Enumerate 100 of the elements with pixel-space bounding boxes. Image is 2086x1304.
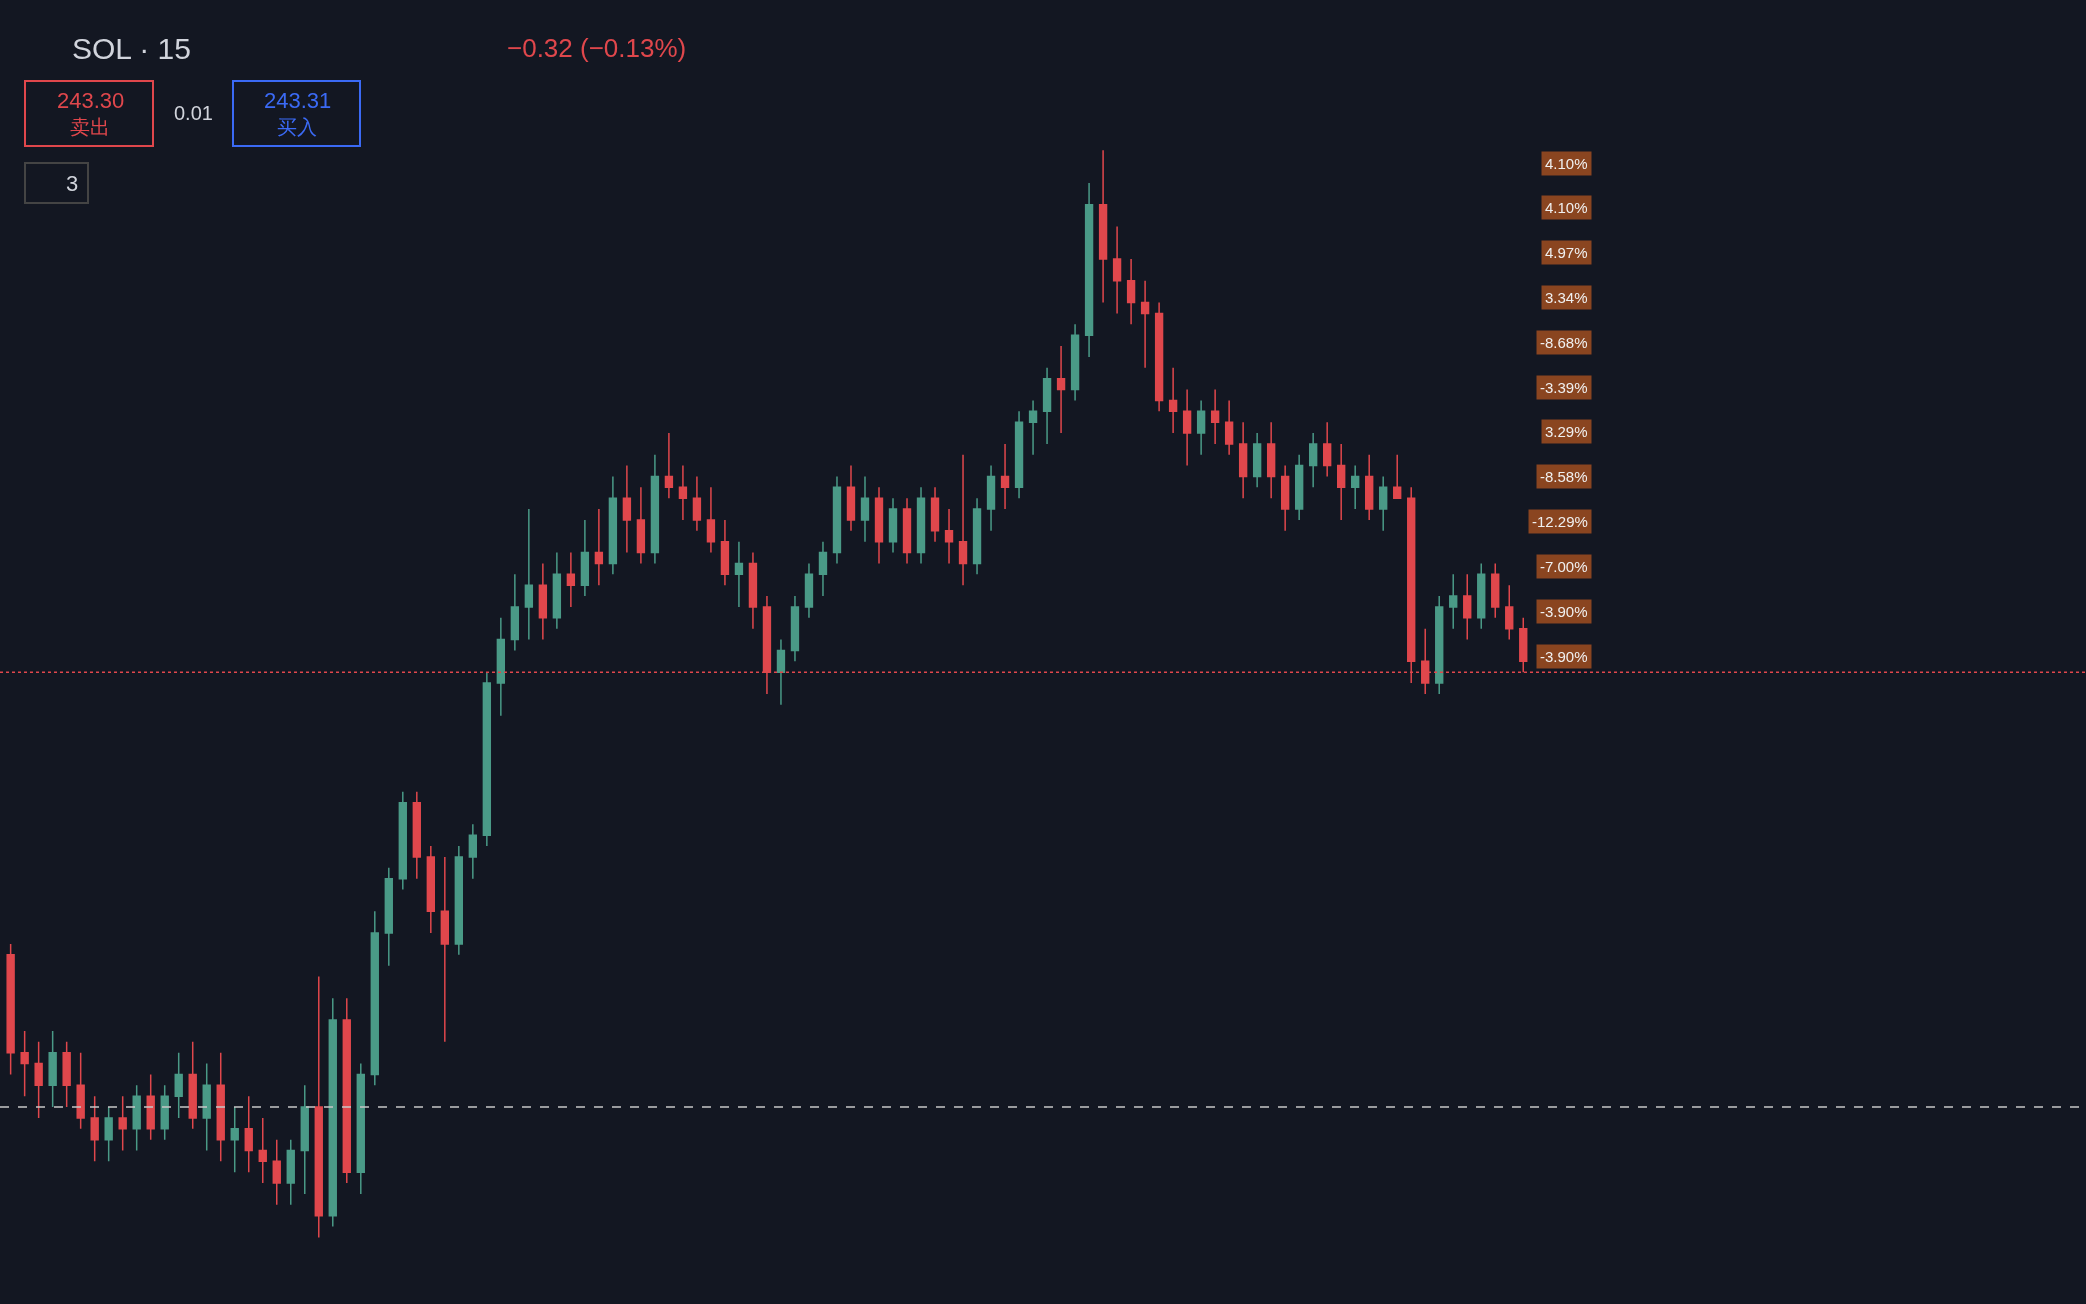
- candlestick: [468, 823, 478, 880]
- candlestick: [216, 1051, 225, 1163]
- candlestick: [1196, 399, 1206, 456]
- candlestick: [1435, 595, 1444, 695]
- candlestick: [62, 1041, 71, 1108]
- candlestick: [6, 943, 15, 1076]
- candlestick: [1294, 454, 1304, 521]
- candlestick: [1210, 388, 1220, 445]
- candlestick: [426, 845, 435, 934]
- candlestick: [692, 475, 702, 532]
- candlestick: [846, 464, 856, 532]
- annotation: 3: [66, 171, 79, 196]
- candlestick: [440, 856, 449, 1043]
- text: 243.31: [264, 88, 332, 113]
- candlestick: [790, 595, 800, 663]
- candlestick: [1014, 410, 1024, 499]
- candlestick: [328, 997, 337, 1228]
- candlestick: [538, 562, 548, 641]
- candlestick: [566, 551, 576, 608]
- text: 4.10%: [1545, 199, 1588, 216]
- candlestick: [76, 1051, 85, 1130]
- candlestick: [1140, 280, 1150, 369]
- candlestick: [1365, 454, 1374, 521]
- candlestick: [118, 1095, 127, 1152]
- candlestick: [706, 486, 716, 554]
- candlestick: [314, 975, 323, 1239]
- candlestick: [1042, 367, 1052, 445]
- candlestick: [636, 486, 646, 565]
- candlestick: [1028, 399, 1038, 456]
- candlestick: [1463, 573, 1472, 641]
- candlestick: [972, 497, 982, 576]
- candlestick: [1224, 399, 1234, 456]
- candlestick: [902, 497, 912, 565]
- candlestick: [1323, 421, 1332, 478]
- candlestick: [1252, 432, 1262, 489]
- candlestick: [20, 1030, 29, 1097]
- candlestick: [174, 1051, 183, 1119]
- candlestick: [1280, 464, 1290, 532]
- candlestick: [300, 1084, 309, 1195]
- candlestick: [664, 432, 674, 499]
- text: 买入: [277, 116, 317, 138]
- text: −0.32 (−0.13%): [507, 33, 687, 63]
- candlestick: [244, 1095, 253, 1173]
- candlestick: [384, 867, 393, 967]
- candlestick: [1491, 562, 1500, 619]
- text: 3.34%: [1545, 289, 1588, 306]
- candlestick: [986, 464, 996, 532]
- candlestick: [286, 1138, 295, 1206]
- candlestick: [104, 1106, 113, 1163]
- candlestick: [1505, 584, 1514, 641]
- candlestick: [1337, 443, 1346, 521]
- candlestick: [552, 551, 562, 630]
- candlestick: [496, 617, 506, 717]
- candlestick: [1126, 258, 1136, 326]
- candlestick: [342, 997, 351, 1184]
- text: -8.58%: [1540, 468, 1588, 485]
- text: 3.29%: [1545, 423, 1588, 440]
- candlestick: [1098, 149, 1108, 304]
- text: 卖出: [70, 116, 110, 138]
- candlestick: [580, 519, 590, 597]
- candlestick: [594, 508, 604, 586]
- candlestick: [776, 638, 786, 706]
- text: 0.01: [174, 102, 213, 124]
- text: -7.00%: [1540, 558, 1588, 575]
- candlestick: [930, 486, 940, 543]
- candlestick: [188, 1041, 197, 1130]
- chart-title: SOL · 15: [72, 32, 191, 65]
- text: -3.90%: [1540, 603, 1588, 620]
- text: -12.29%: [1532, 513, 1588, 530]
- candlestick: [482, 671, 492, 847]
- candlestick: [832, 475, 842, 565]
- text: -8.68%: [1540, 334, 1588, 351]
- candlestick: [650, 454, 660, 565]
- candlestick: [398, 791, 407, 891]
- candlestick: [678, 464, 688, 521]
- candlestick: [454, 845, 464, 956]
- candlestick: [860, 475, 870, 543]
- candlestick: [916, 486, 926, 565]
- candlestick: [608, 475, 618, 576]
- candlestick: [1308, 432, 1318, 489]
- candlestick: [146, 1073, 155, 1141]
- text: -3.90%: [1540, 648, 1588, 665]
- candlestick: [748, 551, 758, 630]
- candlestick: [90, 1095, 99, 1163]
- candlestick: [734, 540, 744, 608]
- candlestick: [1182, 388, 1192, 467]
- candlestick: [48, 1030, 57, 1108]
- candlestick: [272, 1138, 281, 1206]
- candlestick: [1154, 301, 1164, 413]
- candlestick: [1266, 421, 1276, 499]
- candlestick: [160, 1084, 169, 1141]
- candlestick: [356, 1062, 365, 1195]
- text: 4.97%: [1545, 244, 1588, 261]
- candlestick: [1000, 443, 1010, 510]
- candlestick: [1379, 475, 1388, 532]
- candlestick: [1168, 367, 1178, 434]
- candlestick: [1238, 421, 1248, 499]
- candlestick: [1056, 345, 1066, 434]
- candlestick: [804, 562, 814, 619]
- candlestick: [524, 508, 534, 641]
